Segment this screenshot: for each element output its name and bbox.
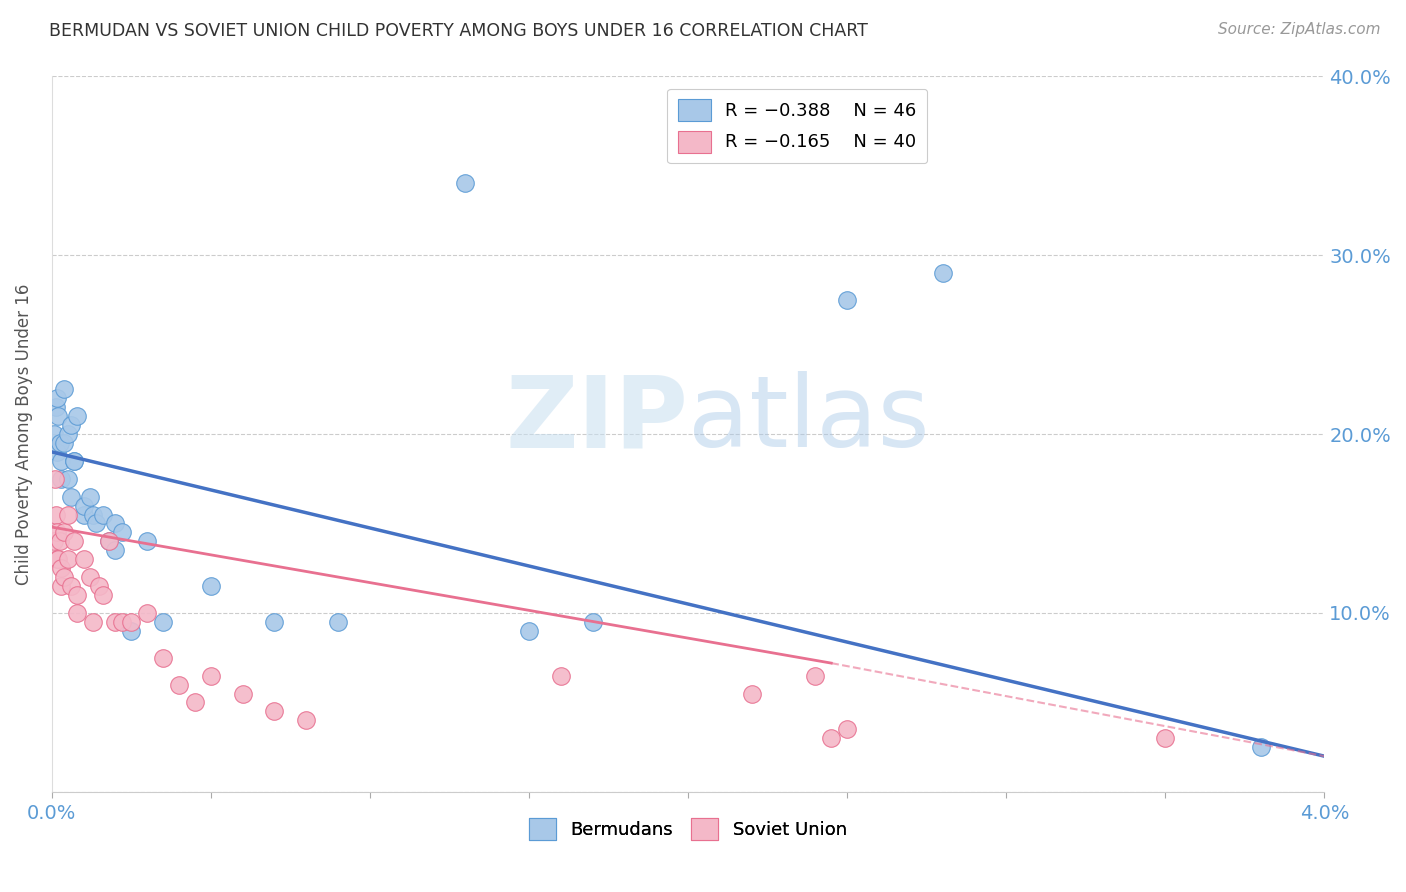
Point	[120, 624, 142, 638]
Point	[66, 588, 89, 602]
Point	[79, 490, 101, 504]
Point	[56, 508, 79, 522]
Point	[931, 266, 953, 280]
Text: ZIP: ZIP	[505, 371, 688, 468]
Point	[59, 418, 82, 433]
Point	[82, 508, 104, 522]
Point	[46, 409, 69, 423]
Point	[72, 552, 94, 566]
Point	[45, 400, 67, 414]
Point	[44, 472, 66, 486]
Point	[46, 525, 69, 540]
Point	[837, 723, 859, 737]
Point	[104, 615, 127, 629]
Point	[1154, 731, 1177, 746]
Text: Source: ZipAtlas.com: Source: ZipAtlas.com	[1218, 22, 1381, 37]
Point	[45, 508, 67, 522]
Point	[53, 525, 76, 540]
Point	[111, 525, 134, 540]
Point	[82, 615, 104, 629]
Point	[295, 714, 318, 728]
Text: BERMUDAN VS SOVIET UNION CHILD POVERTY AMONG BOYS UNDER 16 CORRELATION CHART: BERMUDAN VS SOVIET UNION CHILD POVERTY A…	[49, 22, 868, 40]
Point	[46, 391, 69, 405]
Point	[45, 445, 67, 459]
Text: atlas: atlas	[688, 371, 929, 468]
Point	[72, 508, 94, 522]
Point	[53, 436, 76, 450]
Point	[63, 454, 86, 468]
Point	[56, 427, 79, 442]
Point	[98, 534, 121, 549]
Point	[44, 427, 66, 442]
Point	[89, 579, 111, 593]
Point	[104, 516, 127, 531]
Point	[51, 579, 73, 593]
Y-axis label: Child Poverty Among Boys Under 16: Child Poverty Among Boys Under 16	[15, 284, 32, 584]
Point	[200, 668, 222, 682]
Point	[550, 668, 572, 682]
Point	[51, 472, 73, 486]
Point	[152, 650, 174, 665]
Point	[91, 588, 114, 602]
Point	[53, 382, 76, 396]
Point	[152, 615, 174, 629]
Point	[63, 534, 86, 549]
Point	[72, 499, 94, 513]
Point	[820, 731, 842, 746]
Point	[136, 534, 159, 549]
Legend: Bermudans, Soviet Union: Bermudans, Soviet Union	[522, 811, 855, 847]
Point	[53, 570, 76, 584]
Point	[84, 516, 107, 531]
Point	[1250, 740, 1272, 755]
Point	[804, 668, 827, 682]
Point	[48, 534, 70, 549]
Point	[56, 552, 79, 566]
Point	[136, 606, 159, 620]
Point	[98, 534, 121, 549]
Point	[454, 177, 477, 191]
Point	[48, 436, 70, 450]
Point	[66, 606, 89, 620]
Point	[111, 615, 134, 629]
Point	[66, 409, 89, 423]
Point	[59, 490, 82, 504]
Point	[184, 696, 207, 710]
Point	[326, 615, 349, 629]
Point	[45, 552, 67, 566]
Point	[232, 687, 254, 701]
Point	[91, 508, 114, 522]
Point	[741, 687, 763, 701]
Point	[46, 552, 69, 566]
Point	[59, 579, 82, 593]
Point	[51, 561, 73, 575]
Point	[837, 293, 859, 307]
Point	[517, 624, 540, 638]
Point	[167, 677, 190, 691]
Point	[263, 615, 285, 629]
Point	[581, 615, 603, 629]
Point	[51, 454, 73, 468]
Point	[120, 615, 142, 629]
Point	[79, 570, 101, 584]
Point	[44, 534, 66, 549]
Point	[63, 454, 86, 468]
Point	[200, 579, 222, 593]
Point	[263, 705, 285, 719]
Point	[104, 543, 127, 558]
Point	[56, 472, 79, 486]
